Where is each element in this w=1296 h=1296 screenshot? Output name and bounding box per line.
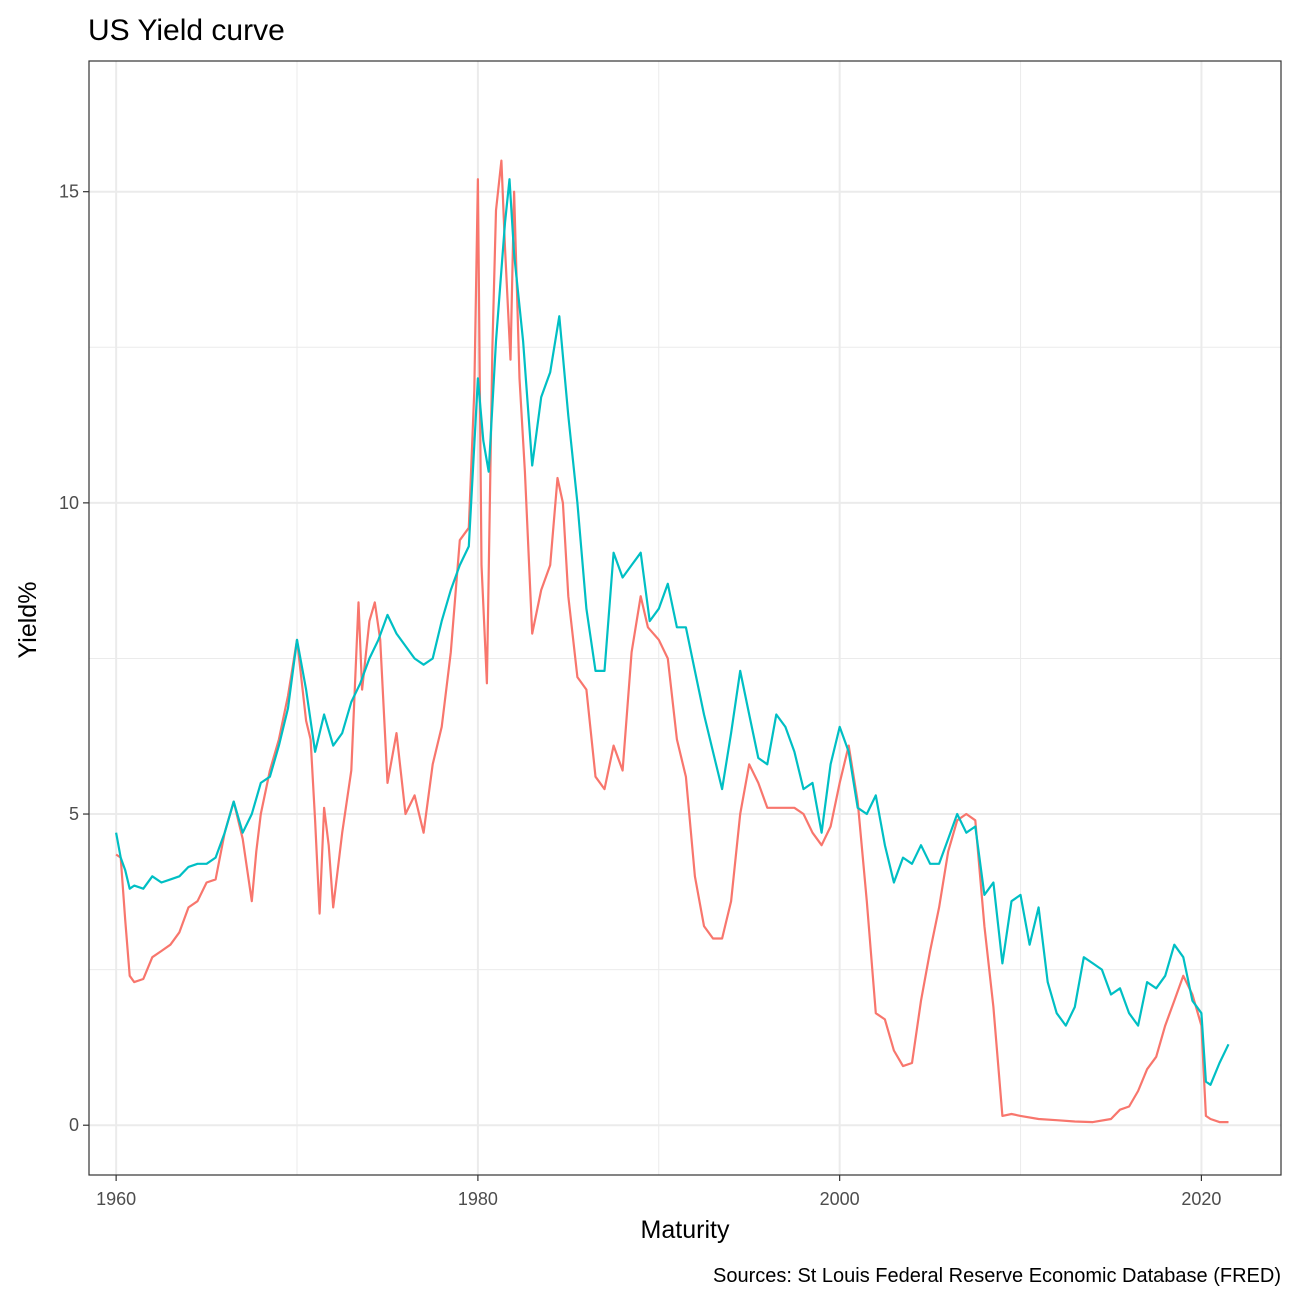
plot-panel [89,61,1281,1175]
y-tick-label: 5 [69,804,79,824]
x-tick-label: 1980 [458,1189,498,1209]
x-tick-label: 2000 [820,1189,860,1209]
series-line-2 [115,178,1230,1086]
x-axis: 1960 1980 2000 2020 [96,1175,1221,1209]
y-axis-title: Yield% [14,582,42,659]
x-axis-title: Maturity [641,1216,730,1244]
y-axis: 0 5 10 15 [59,182,89,1135]
chart-title: US Yield curve [88,14,285,47]
source-caption: Sources: St Louis Federal Reserve Econom… [713,1265,1281,1287]
y-tick-label: 15 [59,182,79,202]
plot-panel-border [88,60,1282,1176]
y-tick-label: 0 [69,1115,79,1135]
x-tick-label: 2020 [1181,1189,1221,1209]
x-tick-label: 1960 [96,1189,136,1209]
series-lines [115,159,1230,1124]
y-tick-label: 10 [59,493,79,513]
